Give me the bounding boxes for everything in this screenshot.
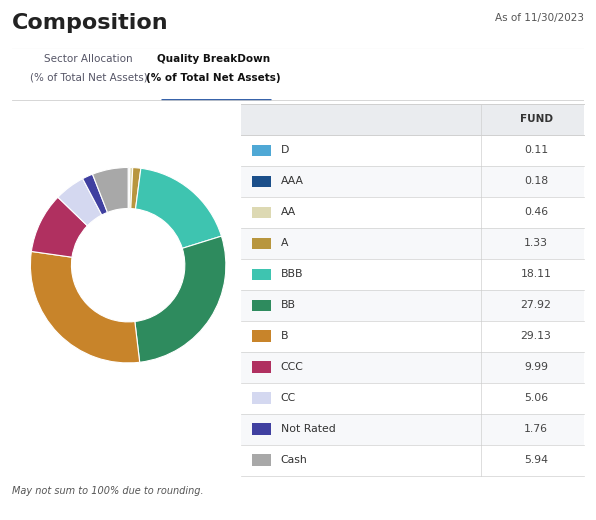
Wedge shape: [92, 167, 128, 212]
Text: 1.76: 1.76: [524, 424, 548, 434]
Text: 0.18: 0.18: [524, 176, 548, 187]
Wedge shape: [58, 179, 102, 226]
Bar: [241, 321, 584, 352]
Text: 18.11: 18.11: [521, 269, 551, 279]
Bar: [252, 331, 271, 342]
Text: Not Rated: Not Rated: [281, 424, 336, 434]
Text: 29.13: 29.13: [521, 331, 551, 341]
Bar: [252, 361, 271, 373]
Bar: [241, 383, 584, 414]
Bar: [252, 454, 271, 466]
Wedge shape: [83, 174, 107, 215]
Bar: [252, 300, 271, 311]
Text: (% of Total Net Assets): (% of Total Net Assets): [146, 73, 281, 83]
Wedge shape: [129, 167, 130, 209]
Bar: [241, 104, 584, 135]
Wedge shape: [129, 167, 133, 209]
Bar: [241, 197, 584, 228]
Text: CCC: CCC: [281, 362, 304, 372]
Text: Cash: Cash: [281, 456, 308, 465]
Wedge shape: [30, 252, 139, 363]
Text: Sector Allocation: Sector Allocation: [45, 54, 133, 63]
Wedge shape: [135, 236, 226, 362]
Text: May not sum to 100% due to rounding.: May not sum to 100% due to rounding.: [12, 486, 204, 496]
Text: (% of Total Net Assets): (% of Total Net Assets): [30, 73, 148, 83]
Text: 5.06: 5.06: [524, 393, 548, 404]
Text: Quality BreakDown: Quality BreakDown: [157, 54, 270, 63]
Text: 0.11: 0.11: [524, 146, 548, 155]
Bar: [241, 259, 584, 290]
Text: A: A: [281, 239, 288, 249]
Bar: [241, 414, 584, 445]
Text: B: B: [281, 331, 288, 341]
Text: Composition: Composition: [12, 13, 169, 33]
Text: AAA: AAA: [281, 176, 304, 187]
Wedge shape: [131, 167, 141, 209]
Wedge shape: [32, 197, 88, 257]
Text: BBB: BBB: [281, 269, 303, 279]
Wedge shape: [135, 168, 222, 249]
Bar: [252, 268, 271, 280]
Text: 0.46: 0.46: [524, 207, 548, 217]
Text: 9.99: 9.99: [524, 362, 548, 372]
Bar: [241, 352, 584, 383]
Bar: [252, 206, 271, 218]
Text: 1.33: 1.33: [524, 239, 548, 249]
Bar: [252, 238, 271, 249]
Text: BB: BB: [281, 301, 296, 310]
Bar: [241, 445, 584, 476]
Bar: [241, 290, 584, 321]
Bar: [252, 145, 271, 157]
Bar: [241, 166, 584, 197]
Text: AA: AA: [281, 207, 296, 217]
Text: CC: CC: [281, 393, 296, 404]
Wedge shape: [128, 167, 129, 209]
Text: 5.94: 5.94: [524, 456, 548, 465]
Bar: [241, 228, 584, 259]
Text: As of 11/30/2023: As of 11/30/2023: [495, 13, 584, 23]
Bar: [241, 135, 584, 166]
Text: D: D: [281, 146, 289, 155]
Bar: [252, 423, 271, 435]
Text: 27.92: 27.92: [521, 301, 551, 310]
Text: FUND: FUND: [520, 114, 552, 124]
Bar: [252, 393, 271, 404]
Bar: [252, 176, 271, 187]
